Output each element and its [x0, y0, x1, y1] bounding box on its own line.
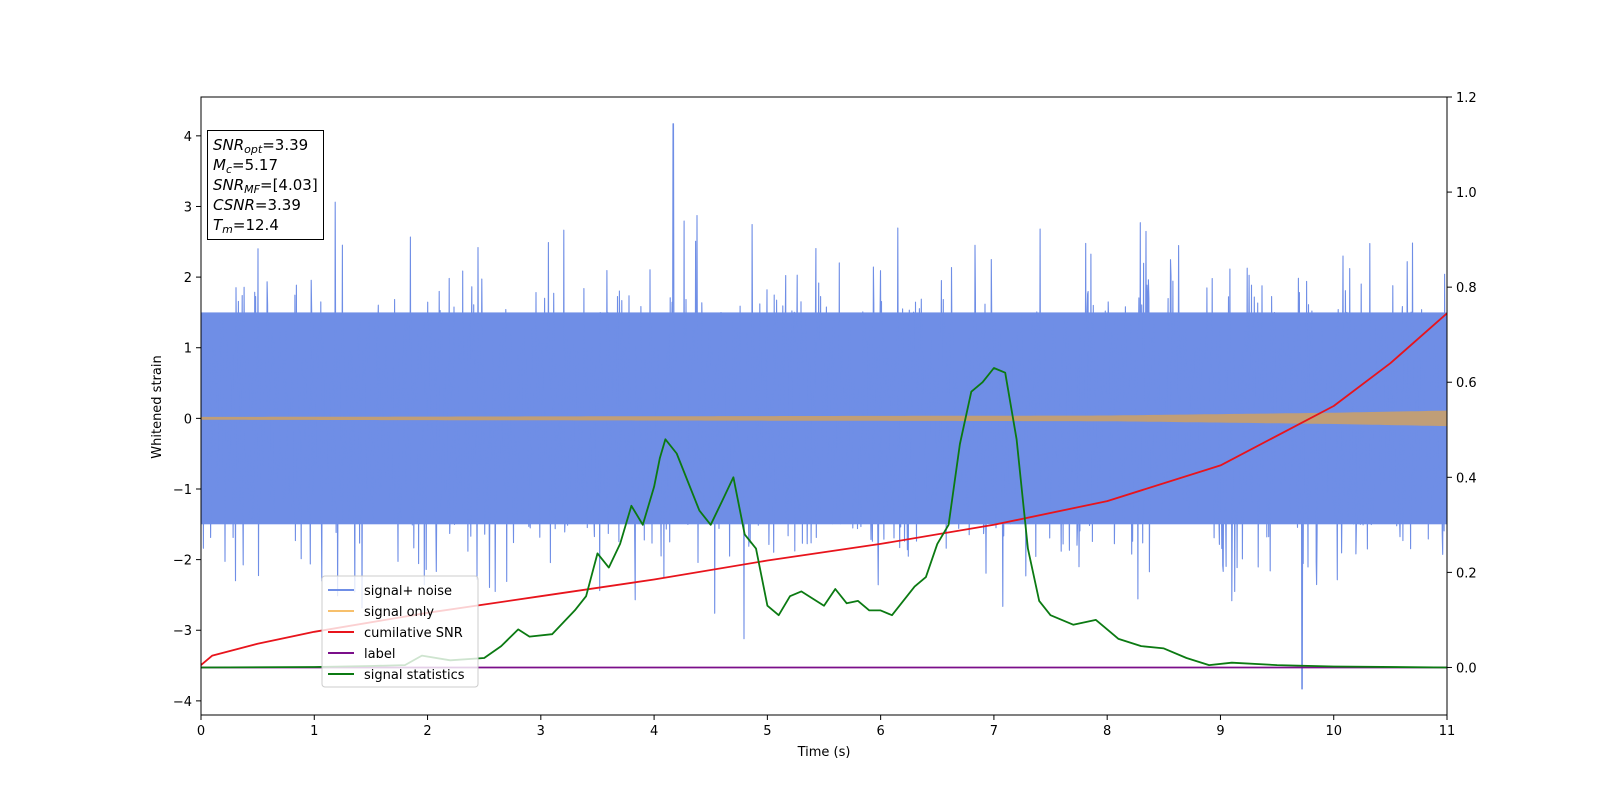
x-tick-label: 6: [876, 724, 884, 739]
signal-only-band: [201, 410, 1447, 427]
y2-axis: 0.0 0.2 0.4 0.6 0.8 1.0 1.2: [1447, 91, 1477, 676]
x-tick-label: 5: [763, 724, 771, 739]
y2-tick-label: 0.0: [1456, 661, 1477, 676]
legend: signal+ noise signal only cumilative SNR la…: [321, 575, 479, 688]
y2-tick-label: 1.2: [1456, 91, 1477, 106]
signal-statistics-line: [201, 367, 1447, 669]
y2-tick-label: 0.2: [1456, 566, 1477, 581]
x-tick-label: 2: [423, 724, 431, 739]
y-tick-label: 0: [184, 412, 192, 427]
legend-label-signal-statistics: signal statistics: [364, 668, 465, 683]
signal-series: [201, 410, 1447, 427]
x-axis-title: Time (s): [797, 745, 851, 760]
legend-label-label: label: [364, 647, 395, 662]
x-tick-label: 10: [1325, 724, 1342, 739]
y-tick-label: −4: [173, 695, 192, 710]
y-axis-title: Whitened strain: [150, 355, 165, 458]
y2-tick-label: 0.6: [1456, 376, 1477, 391]
y-tick-label: −1: [173, 483, 192, 498]
y-axis: −4 −3 −2 −1 0 1 2 3 4: [173, 130, 201, 710]
y2-tick-label: 0.4: [1456, 471, 1477, 486]
x-tick-label: 3: [537, 724, 545, 739]
snr-opt-line: SNRopt=3.39: [213, 136, 309, 156]
legend-frame: [321, 575, 479, 688]
x-axis: 0 1 2 3 4 5 6 7 8 9 10 11: [197, 715, 1455, 739]
legend-label-signal-only: signal only: [364, 605, 434, 620]
y-tick-label: −3: [173, 624, 192, 639]
snr-mf-line: SNRMF=[4.03]: [213, 176, 318, 196]
tm-line: Tm=12.4: [213, 216, 279, 236]
x-tick-label: 11: [1439, 724, 1456, 739]
csnr-line: CSNR=3.39: [213, 196, 301, 214]
mc-line: Mc=5.17: [213, 156, 278, 176]
x-tick-label: 0: [197, 724, 205, 739]
x-tick-label: 8: [1103, 724, 1111, 739]
y-tick-label: 4: [184, 130, 192, 145]
annotation-box: SNRopt=3.39 Mc=5.17 SNRMF=[4.03] CSNR=3.…: [207, 130, 324, 240]
y-tick-label: 3: [184, 200, 192, 215]
y2-tick-label: 0.8: [1456, 281, 1477, 296]
legend-label-signal-noise: signal+ noise: [364, 584, 452, 599]
x-tick-label: 1: [310, 724, 318, 739]
y-tick-label: 1: [184, 342, 192, 357]
plot-frame: [200, 96, 1448, 716]
noise-trace: [201, 123, 1447, 690]
y-tick-label: 2: [184, 271, 192, 286]
x-tick-label: 4: [650, 724, 658, 739]
x-tick-label: 7: [990, 724, 998, 739]
x-tick-label: 9: [1216, 724, 1224, 739]
y2-tick-label: 1.0: [1456, 186, 1477, 201]
y-tick-label: −2: [173, 554, 192, 569]
legend-label-cumilative-snr: cumilative SNR: [364, 626, 463, 641]
cumilative-snr-line: [201, 312, 1447, 666]
